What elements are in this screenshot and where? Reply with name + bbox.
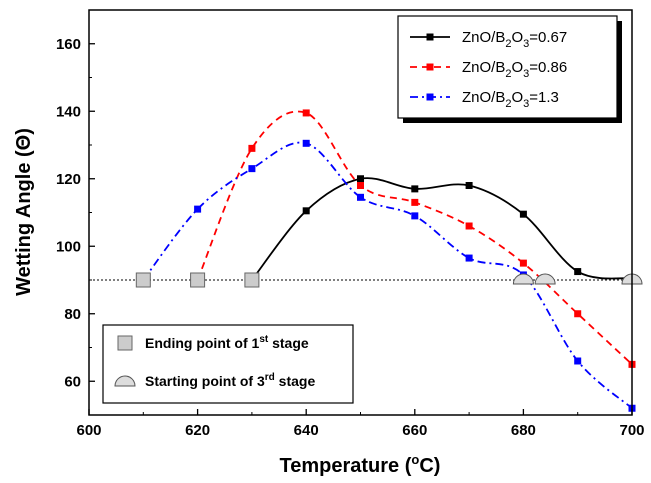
x-axis-title: Temperature (oC) [280, 452, 441, 477]
series-line-2 [142, 141, 633, 409]
legend-label-part: 3 [523, 38, 529, 50]
y-axis-title: Wetting Angle (Θ) [13, 128, 35, 296]
legend-label-part: 2 [505, 38, 511, 50]
series-2-point [574, 357, 582, 365]
legend-label-part: =0.86 [529, 59, 567, 76]
series-2-point [411, 212, 419, 220]
legend-marker-2 [426, 93, 434, 101]
series-0-point [411, 185, 419, 193]
legend-label-part: =0.67 [529, 29, 567, 46]
ending-point-legend-marker [117, 335, 133, 351]
legend-label-part: ZnO/B [462, 59, 505, 76]
legend-label-1: ZnO/B2O3=0.86 [462, 59, 567, 80]
series-1-point [574, 310, 582, 318]
legend-label-part: 3 [523, 98, 529, 110]
series-2-point [357, 193, 364, 201]
ending-point-marker [244, 272, 260, 288]
x-tick-label: 620 [185, 422, 210, 439]
x-axis-title-sup: o [411, 452, 419, 467]
legend-label-part: O [511, 89, 523, 106]
x-tick-label: 680 [511, 422, 536, 439]
marker-legend-box [102, 324, 354, 404]
legend-label-part: 2 [505, 98, 511, 110]
legend-marker-1 [426, 63, 434, 71]
x-tick-label: 700 [619, 422, 644, 439]
y-tick-label: 60 [64, 373, 81, 390]
starting-point-legend-text: Starting point of 3 [145, 373, 265, 389]
series-0-point [465, 182, 473, 189]
legend-label-part: 2 [505, 68, 511, 80]
legend-label-2: ZnO/B2O3=1.3 [462, 89, 559, 110]
ending-point-legend-label: Ending point of 1st stage [145, 334, 309, 351]
legend-label-part: ZnO/B [462, 29, 505, 46]
legend-label-part: =1.3 [529, 89, 559, 106]
series-0-point [519, 210, 527, 218]
series-1-point [465, 222, 473, 230]
ending-point-legend-sup: st [259, 334, 269, 345]
series-1-point [302, 109, 310, 117]
y-tick-label: 80 [64, 306, 81, 323]
series-line-1 [196, 110, 633, 366]
series-0-point [302, 207, 310, 215]
series-1-point [411, 198, 419, 206]
y-tick-label: 140 [56, 103, 81, 120]
legend-marker-0 [426, 33, 434, 41]
starting-point-legend-marker [114, 375, 136, 387]
legend-label-0: ZnO/B2O3=0.67 [462, 29, 567, 50]
starting-point-marker [512, 273, 534, 285]
starting-point-marker [534, 273, 556, 285]
series-1-point [519, 259, 527, 267]
ticks-layer: 600 620 640 660 680 700 60 80 100 120 140 160 [56, 36, 645, 439]
series-1-point [248, 144, 256, 152]
series-2-point [465, 254, 473, 262]
ending-point-marker [190, 272, 206, 288]
series-1-point [357, 182, 364, 189]
series-0-point [357, 175, 364, 183]
legend-label-part: O [511, 29, 523, 46]
ending-point-marker [135, 272, 151, 288]
starting-point-legend-tail: stage [275, 373, 316, 389]
legend-label-part: ZnO/B [462, 89, 505, 106]
starting-point-legend-label: Starting point of 3rd stage [145, 372, 315, 389]
ending-point-legend-tail: stage [268, 335, 309, 351]
y-tick-label: 120 [56, 171, 81, 188]
x-axis-title-tail: C) [419, 455, 440, 477]
series-2-point [194, 205, 202, 213]
y-tick-label: 160 [56, 36, 81, 53]
x-tick-label: 640 [294, 422, 319, 439]
x-tick-label: 600 [76, 422, 101, 439]
starting-point-legend-sup: rd [265, 372, 275, 383]
series-0-point [574, 268, 582, 276]
series-2-point [302, 139, 310, 147]
ending-point-legend-text: Ending point of 1 [145, 335, 260, 351]
legend-label-part: 3 [523, 68, 529, 80]
y-tick-label: 100 [56, 238, 81, 255]
legend-label-part: O [511, 59, 523, 76]
marker-legend: Ending point of 1st stage Starting point… [102, 324, 354, 404]
series-2-point [248, 165, 256, 173]
x-axis-title-main: Temperature ( [280, 455, 412, 477]
x-tick-label: 660 [402, 422, 427, 439]
